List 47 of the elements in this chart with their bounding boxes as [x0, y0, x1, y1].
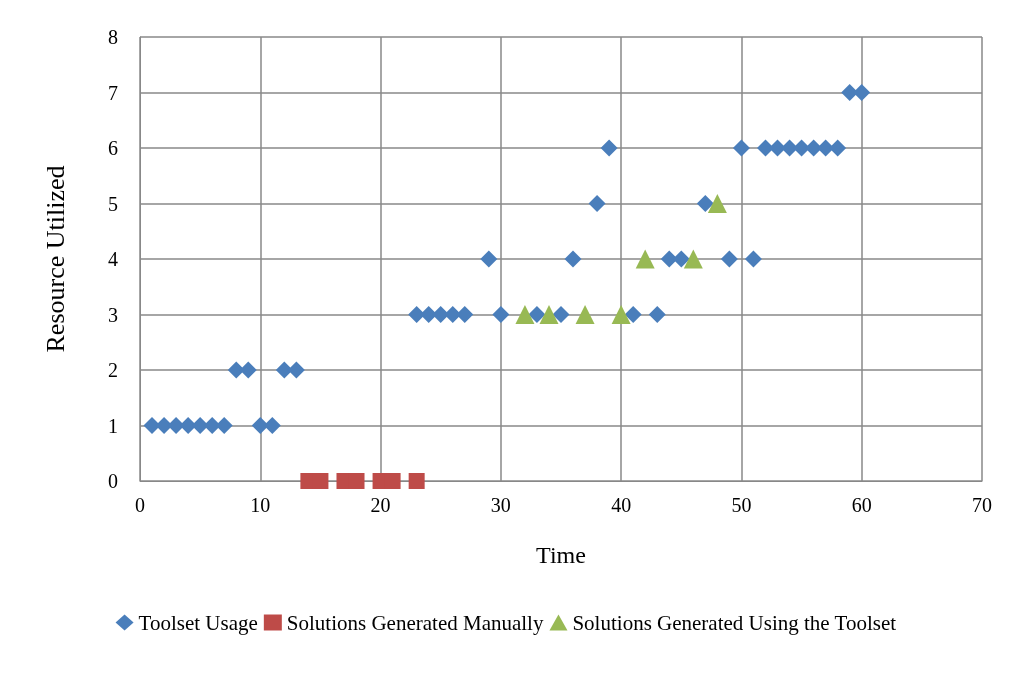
- point: [539, 305, 559, 324]
- point: [611, 305, 631, 324]
- point: [829, 139, 847, 157]
- point: [564, 250, 582, 268]
- point: [707, 194, 727, 213]
- y-tick-label: 4: [108, 248, 118, 270]
- point: [696, 195, 714, 212]
- legend-label: Solutions Generated Manually: [286, 610, 544, 635]
- y-tick-label: 2: [108, 359, 118, 381]
- point: [492, 306, 510, 323]
- x-tick-label: 20: [370, 494, 391, 516]
- point: [600, 139, 618, 157]
- point: [720, 250, 738, 268]
- y-tick-label: 8: [108, 26, 118, 48]
- x-tick-label: 10: [250, 494, 271, 516]
- point: [575, 305, 595, 324]
- point: [528, 306, 546, 323]
- x-tick-label: 70: [972, 494, 992, 516]
- legend-label: Toolset Usage: [138, 610, 258, 635]
- x-tick-label: 0: [135, 494, 145, 516]
- point: [853, 84, 871, 101]
- x-axis-title: Time: [536, 542, 586, 568]
- x-tick-label: 30: [490, 494, 511, 516]
- y-tick-label: 5: [108, 192, 118, 215]
- legend-label: Solutions Generated Using the Toolset: [572, 610, 897, 635]
- point: [408, 473, 425, 489]
- point: [732, 139, 750, 157]
- y-tick-label: 1: [108, 414, 118, 437]
- y-tick-label: 6: [108, 137, 118, 159]
- point: [635, 249, 655, 269]
- point: [480, 250, 498, 268]
- point: [744, 250, 762, 268]
- point: [624, 306, 642, 323]
- point: [552, 306, 570, 323]
- y-tick-label: 0: [108, 470, 118, 492]
- y-tick-label: 3: [108, 303, 118, 326]
- x-tick-label: 50: [731, 494, 752, 516]
- y-axis-title: Resource Utilized: [40, 165, 70, 353]
- x-tick-label: 40: [611, 494, 632, 516]
- point: [588, 195, 606, 212]
- point: [648, 306, 666, 323]
- point: [515, 305, 535, 324]
- point: [756, 139, 774, 157]
- point: [251, 417, 269, 434]
- x-tick-label: 60: [851, 494, 872, 516]
- y-tick-label: 7: [108, 81, 118, 104]
- point: [683, 249, 703, 269]
